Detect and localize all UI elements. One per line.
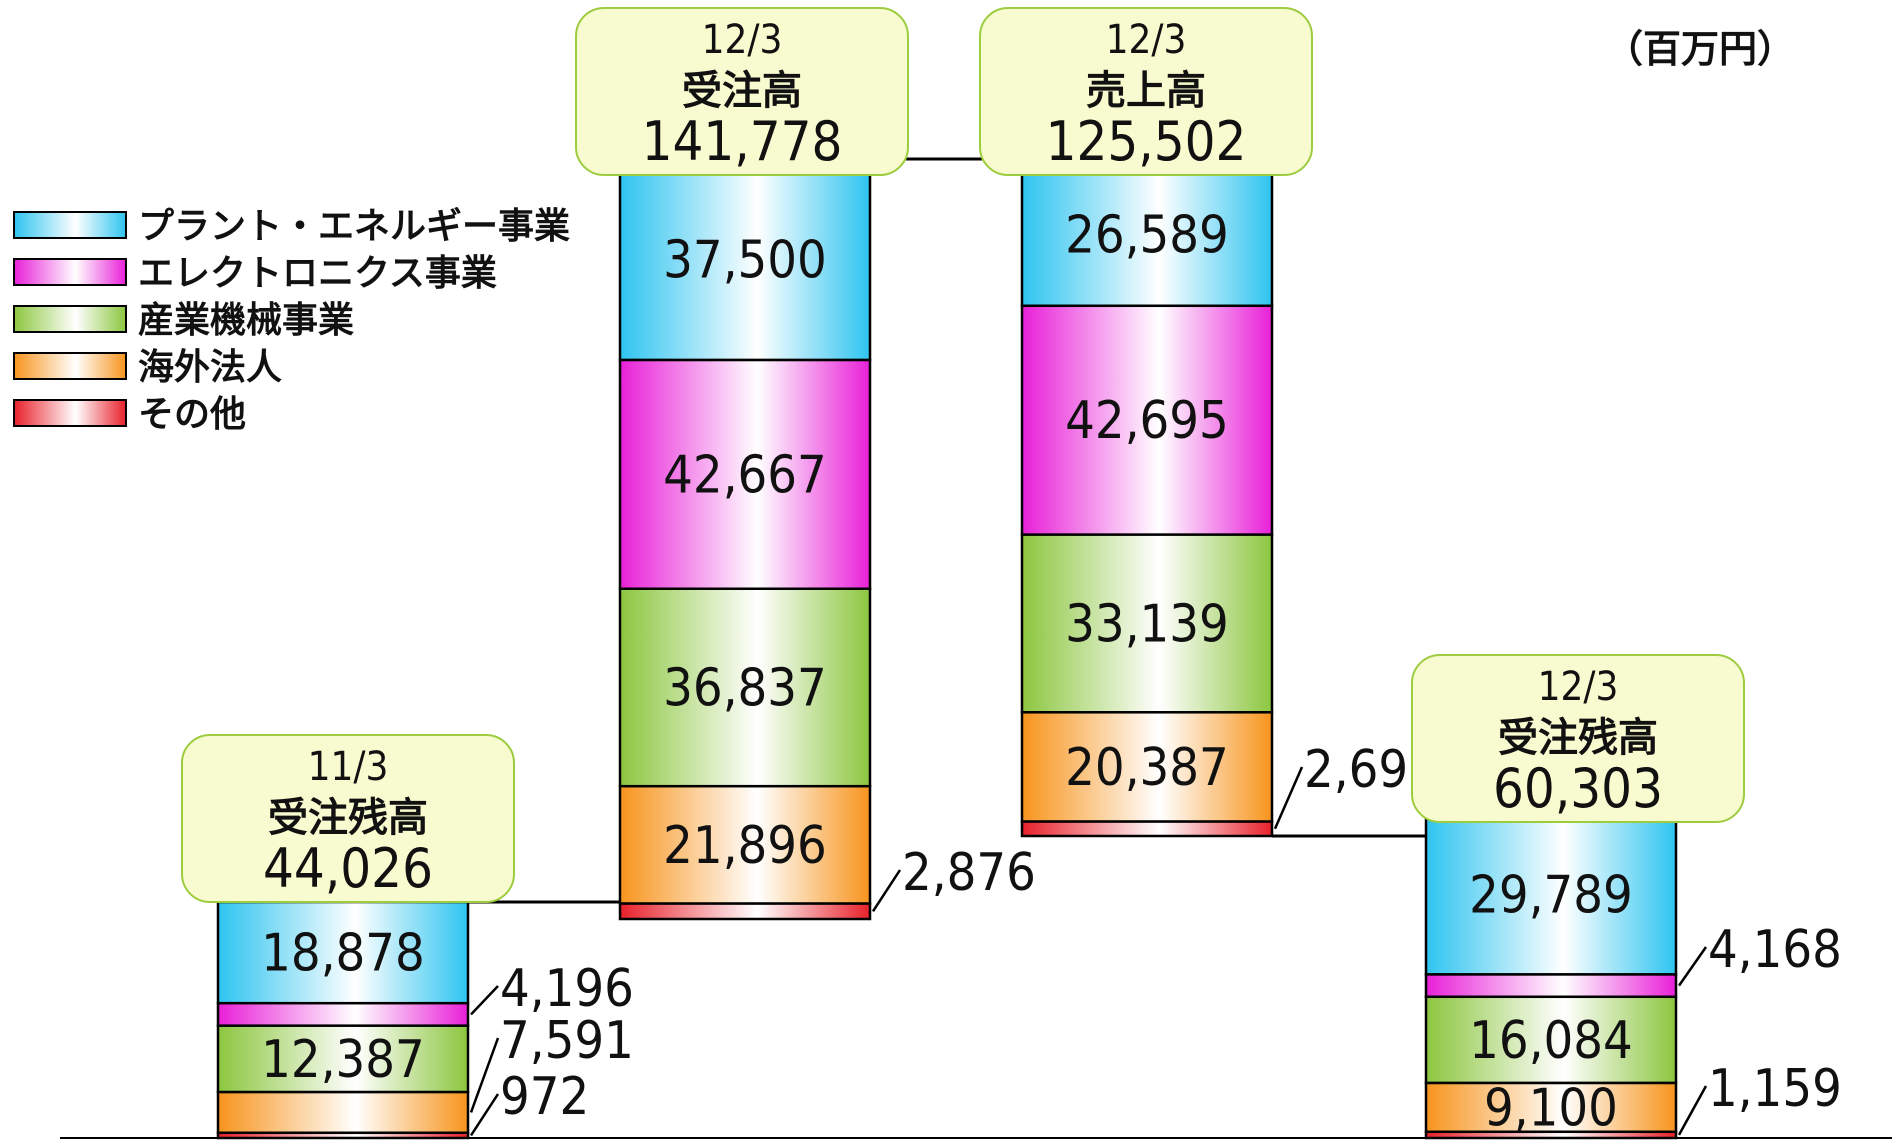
bar-segment-plant [1424,813,1678,976]
bar-segment-overseas [1424,1081,1678,1134]
leader-line-other [871,869,902,912]
data-label-plant: 29,789 [1469,866,1633,926]
data-label-plant: 18,878 [261,924,425,984]
data-label-electronics: 4,196 [500,959,634,1019]
callout-period: 12/3 [1106,17,1187,63]
callout-background [181,734,515,903]
callout-title: 受注残高 [268,795,428,841]
bar-segment-other [618,902,872,921]
bar-segment-industrial [1020,533,1274,714]
callout-title: 受注高 [682,68,802,114]
total-callouts: 11/3受注残高44,02612/3受注高141,77812/3売上高125,5… [181,7,1745,903]
legend-label-electronics: エレクトロニクス事業 [138,253,497,294]
callout-background [575,7,909,176]
legend-swatch-plant [13,211,127,239]
data-label-plant: 26,589 [1065,206,1229,266]
callout-total: 125,502 [1046,110,1247,173]
bar-segment-industrial [618,587,872,788]
legend-swatch-industrial [13,305,127,333]
data-label-industrial: 16,084 [1469,1011,1633,1071]
bar-segment-plant [618,157,872,362]
legend-swatch-electronics [13,258,127,286]
leader-line-other [1273,766,1304,830]
legend-label-overseas: 海外法人 [138,347,282,388]
callout-title: 売上高 [1086,68,1206,114]
callout-background [979,7,1313,176]
leader-line-electronics [470,985,499,1016]
callout-background [1411,654,1745,823]
leader-line-electronics [1677,946,1708,987]
callout-period: 11/3 [308,744,389,790]
bar-segment-industrial [1424,995,1678,1085]
unit-label: （百万円） [1605,27,1795,71]
bar-segment-overseas [1020,711,1274,823]
leader-line-other [1677,1085,1708,1136]
bar-segment-electronics [1424,973,1678,999]
data-label-industrial: 36,837 [663,658,827,718]
callout-total: 60,303 [1493,757,1663,820]
bar-segment-overseas [618,784,872,905]
callout-period: 12/3 [702,17,783,63]
data-label-other: 1,159 [1708,1059,1842,1119]
data-label-plant: 37,500 [663,231,827,291]
legend-swatch-other [13,399,127,427]
leader-line-overseas [469,1037,500,1113]
callout-title: 受注残高 [1498,715,1658,761]
data-label-industrial: 33,139 [1065,594,1229,654]
legend-label-plant: プラント・エネルギー事業 [138,206,570,247]
connector-lines [468,157,1426,904]
bar-segment-overseas [216,1090,470,1135]
data-label-electronics: 42,667 [663,445,827,505]
data-label-overseas: 7,591 [500,1011,634,1071]
bar-segment-electronics [216,1001,470,1027]
callout-total: 141,778 [642,110,843,173]
leader-line-other [469,1093,500,1137]
data-label-other: 2,876 [902,843,1036,903]
data-label-electronics: 42,695 [1065,391,1229,451]
data-label-overseas: 21,896 [663,816,827,876]
bar-segment-other [1020,820,1274,838]
bar-segment-plant [216,900,470,1005]
legend-swatch-overseas [13,352,127,380]
data-label-industrial: 12,387 [261,1030,425,1090]
data-label-electronics: 4,168 [1708,920,1842,980]
callout-period: 12/3 [1538,664,1619,710]
data-label-overseas: 20,387 [1065,738,1229,798]
bar-segment-electronics [618,358,872,590]
legend-label-industrial: 産業機械事業 [138,300,354,341]
bar-segment-electronics [1020,304,1274,536]
data-label-overseas: 9,100 [1484,1078,1618,1138]
callout-total: 44,026 [263,837,433,900]
bar-segment-industrial [216,1024,470,1094]
legend-label-other: その他 [138,394,246,435]
data-label-other: 972 [500,1067,589,1127]
